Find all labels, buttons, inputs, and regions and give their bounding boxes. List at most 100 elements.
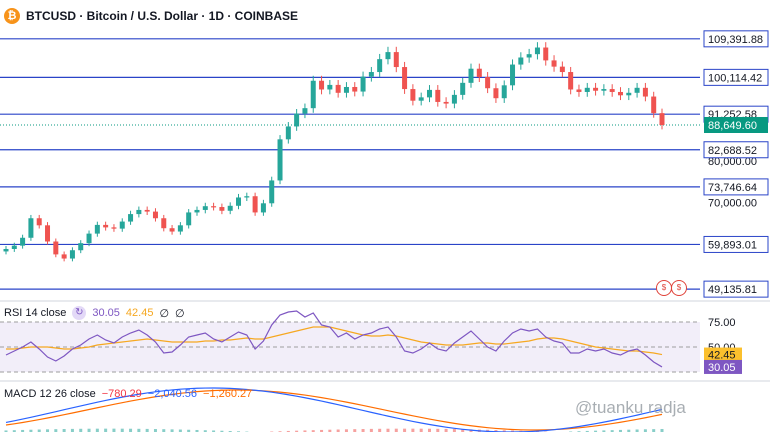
candle-body bbox=[451, 94, 457, 104]
candle-body bbox=[161, 218, 167, 229]
macd-hist-bar bbox=[444, 428, 448, 432]
candle-body bbox=[501, 85, 507, 99]
macd-hist-bar bbox=[162, 429, 166, 432]
rsi-legend[interactable]: RSI 14 close ↻ 30.05 42.45 ∅ ∅ bbox=[4, 305, 185, 321]
macd-hist-bar bbox=[411, 428, 415, 432]
candle-body bbox=[402, 67, 408, 90]
candle-body bbox=[410, 89, 416, 101]
macd-hist-value: −780.29 bbox=[101, 388, 142, 400]
candle-body bbox=[526, 54, 532, 58]
rsi-symbol-b: ∅ bbox=[175, 307, 185, 320]
macd-hist-bar bbox=[344, 429, 348, 432]
macd-hist-bar bbox=[79, 428, 83, 432]
candle-body bbox=[236, 197, 242, 206]
macd-hist-bar bbox=[386, 428, 390, 432]
candle-body bbox=[302, 108, 308, 114]
candle-body bbox=[518, 57, 524, 65]
candle-body bbox=[460, 82, 466, 95]
macd-hist-bar bbox=[112, 428, 116, 432]
candle-body bbox=[260, 203, 266, 213]
macd-hist-bar bbox=[21, 429, 25, 432]
candle-body bbox=[69, 250, 75, 259]
candle-body bbox=[45, 225, 51, 242]
candle-body bbox=[28, 218, 34, 238]
candle-body bbox=[136, 209, 142, 215]
macd-hist-bar bbox=[320, 429, 324, 432]
macd-hist-bar bbox=[403, 428, 407, 432]
candle-body bbox=[252, 196, 258, 213]
symbol-title[interactable]: BTCUSD · Bitcoin / U.S. Dollar · 1D · CO… bbox=[26, 9, 299, 23]
candle-body bbox=[493, 88, 499, 99]
candle-body bbox=[294, 113, 300, 127]
level-tag bbox=[703, 30, 769, 48]
candle-body bbox=[343, 86, 349, 93]
candle-body bbox=[152, 211, 158, 219]
candle-body bbox=[551, 60, 557, 67]
macd-hist-bar bbox=[610, 430, 614, 432]
macd-hist-bar bbox=[461, 429, 465, 432]
candle-body bbox=[61, 254, 67, 259]
macd-hist-bar bbox=[62, 429, 66, 432]
candle-body bbox=[310, 80, 316, 109]
candle-body bbox=[53, 241, 59, 255]
candle-body bbox=[227, 205, 233, 211]
rsi-ma-tag-label: 42.45 bbox=[708, 350, 736, 362]
macd-hist-bar bbox=[54, 429, 58, 432]
candle-body bbox=[576, 89, 582, 92]
candle-body bbox=[368, 72, 374, 77]
macd-hist-bar bbox=[170, 429, 174, 432]
candle-body bbox=[202, 206, 208, 210]
macd-hist-bar bbox=[594, 430, 598, 432]
candle-body bbox=[443, 101, 449, 104]
macd-hist-bar bbox=[618, 429, 622, 432]
rsi-tick-label: 75.00 bbox=[708, 317, 736, 329]
macd-hist-bar bbox=[427, 428, 431, 432]
macd-hist-bar bbox=[303, 430, 307, 432]
us-flag-event-icon[interactable]: $ bbox=[671, 280, 687, 296]
rsi-symbol-a: ∅ bbox=[159, 307, 170, 320]
candle-body bbox=[626, 92, 632, 96]
candle-body bbox=[86, 233, 92, 244]
macd-hist-bar bbox=[452, 429, 456, 432]
candle-body bbox=[319, 80, 325, 90]
candle-body bbox=[393, 52, 399, 68]
macd-hist-bar bbox=[70, 428, 74, 432]
candle-body bbox=[651, 96, 657, 114]
level-lines bbox=[0, 38, 700, 290]
macd-hist-bar bbox=[12, 430, 16, 432]
candle-body bbox=[36, 218, 42, 226]
rsi-value-tag-label: 30.05 bbox=[708, 362, 736, 374]
candle-body bbox=[194, 209, 200, 213]
candle-body bbox=[78, 243, 84, 251]
macd-hist-bar bbox=[627, 429, 631, 432]
macd-hist-bar bbox=[178, 429, 182, 432]
rsi-label: RSI 14 close bbox=[4, 307, 67, 319]
macd-line bbox=[5, 387, 663, 432]
level-label: 49,135.81 bbox=[708, 284, 757, 296]
rsi-ma-tag bbox=[704, 347, 742, 362]
candle-body bbox=[617, 91, 623, 96]
us-flag-event-icon[interactable]: $ bbox=[656, 280, 672, 296]
rsi-line bbox=[5, 310, 663, 368]
y-tick-label: 80,000.00 bbox=[708, 156, 757, 168]
candle-body bbox=[468, 68, 474, 83]
rsi-settings-icon[interactable]: ↻ bbox=[72, 306, 87, 320]
candle-body bbox=[177, 225, 183, 232]
macd-hist-bar bbox=[153, 429, 157, 432]
macd-hist-bar bbox=[494, 429, 498, 432]
macd-hist-bar bbox=[129, 428, 133, 432]
macd-hist-bar bbox=[660, 428, 664, 432]
macd-hist-bar bbox=[4, 430, 8, 432]
candle-body bbox=[584, 87, 590, 92]
candle-body bbox=[568, 72, 574, 90]
level-label: 59,893.01 bbox=[708, 239, 757, 251]
macd-hist-bar bbox=[137, 428, 141, 432]
rsi-value: 30.05 bbox=[92, 307, 120, 319]
macd-label: MACD 12 26 close bbox=[4, 388, 96, 400]
macd-hist-bar bbox=[212, 430, 216, 432]
macd-legend[interactable]: MACD 12 26 close −780.29 −2,040.56 −1,26… bbox=[4, 386, 252, 402]
macd-hist-bar bbox=[203, 430, 207, 432]
candle-body bbox=[601, 89, 607, 91]
macd-hist-bar bbox=[436, 428, 440, 432]
